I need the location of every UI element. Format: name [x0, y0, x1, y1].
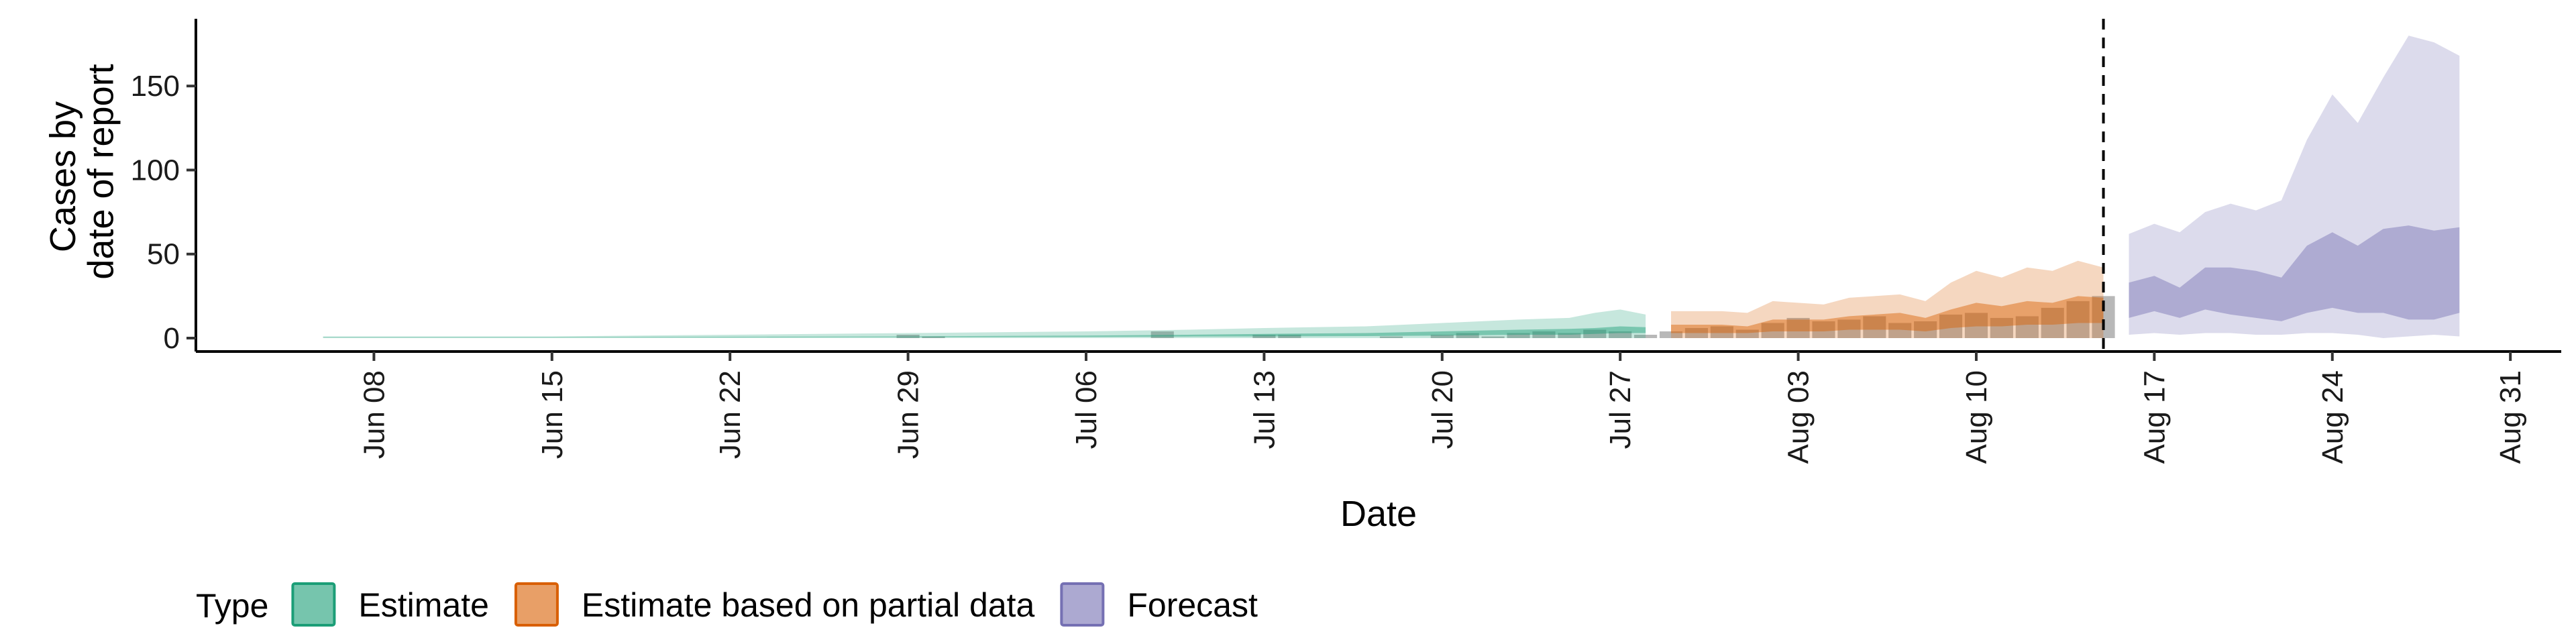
y-tick-label: 100: [131, 154, 180, 186]
case-bar: [1481, 336, 1505, 338]
y-tick-label: 0: [164, 322, 180, 355]
case-bar: [1634, 334, 1658, 338]
case-bar: [1532, 331, 1556, 338]
case-bar: [1939, 314, 1963, 338]
x-tick-label: Aug 24: [2316, 370, 2349, 464]
case-bar: [1786, 317, 1810, 338]
case-bar: [1558, 333, 1581, 338]
case-bar: [1964, 313, 1988, 338]
legend: Type Estimate Estimate based on partial d…: [196, 582, 1258, 627]
band-90: [1671, 260, 2104, 338]
legend-label-2: Estimate based on partial data: [582, 586, 1035, 624]
case-bar: [1456, 333, 1479, 338]
y-axis-ticks: 0 50 100 150: [131, 70, 196, 355]
band-series-2: [1671, 260, 2104, 338]
case-bar: [1888, 323, 1912, 338]
case-bar: [1710, 326, 1733, 338]
case-bar: [896, 334, 920, 338]
y-axis-title: Cases by date of report: [43, 64, 121, 279]
case-bar: [1379, 336, 1403, 338]
case-bar: [1609, 331, 1632, 338]
x-tick-label: Jun 29: [892, 370, 925, 459]
y-tick-label: 150: [131, 70, 180, 103]
y-axis-title-line-2: date of report: [81, 64, 121, 279]
case-bar: [2015, 316, 2039, 338]
case-bar: [1583, 329, 1607, 338]
x-tick-label: Jun 15: [536, 370, 569, 459]
x-tick-label: Jun 08: [358, 370, 390, 459]
band-50: [1671, 296, 2104, 333]
case-bar: [2066, 301, 2090, 338]
x-tick-label: Aug 31: [2494, 370, 2527, 464]
case-bar: [1812, 321, 1835, 338]
case-bar: [1863, 316, 1886, 338]
credible-interval-bands: [323, 36, 2460, 338]
legend-swatch-1: [291, 582, 336, 627]
band-series-1: [323, 309, 1646, 338]
legend-title: Type: [196, 587, 268, 625]
observed-cases-bars: [896, 296, 2115, 338]
case-bar: [1914, 321, 1937, 338]
legend-swatch-2: [514, 582, 559, 627]
case-bar: [1252, 334, 1276, 338]
x-tick-label: Jul 13: [1248, 370, 1281, 449]
case-bar: [1150, 331, 1174, 338]
band-90: [323, 309, 1646, 338]
case-bar: [1659, 331, 1683, 338]
band-50: [2129, 225, 2460, 321]
case-bar: [1990, 317, 2013, 338]
case-bar: [1735, 329, 1759, 338]
case-bar: [1837, 319, 1861, 338]
legend-label-3: Forecast: [1127, 586, 1258, 624]
band-series-3: [2129, 36, 2460, 338]
y-axis-title-line-1: Cases by: [43, 101, 83, 252]
legend-swatch-3: [1060, 582, 1105, 627]
x-axis-title: Date: [1340, 494, 1417, 534]
case-bar: [1507, 333, 1530, 338]
x-tick-label: Aug 10: [1960, 370, 1993, 464]
x-tick-label: Jul 20: [1426, 370, 1459, 449]
case-bar: [1430, 334, 1454, 338]
x-axis-ticks: Jun 08 Jun 15 Jun 22 Jun 29 Jul 06 Jul 13 Jul …: [358, 352, 2527, 464]
x-tick-label: Jul 06: [1070, 370, 1103, 449]
y-tick-label: 50: [147, 238, 180, 271]
x-tick-label: Aug 17: [2138, 370, 2171, 464]
x-tick-label: Aug 03: [1782, 370, 1815, 464]
case-bar: [1761, 323, 1784, 338]
legend-label-1: Estimate: [358, 586, 489, 624]
case-bar: [1278, 334, 1301, 338]
case-bar: [922, 336, 945, 338]
axes: 0 50 100 150 Jun 08 Jun 15 Jun 22 Jun 29 Jul 06…: [131, 19, 2561, 464]
band-90: [2129, 36, 2460, 338]
case-bar: [1684, 327, 1708, 338]
x-tick-label: Jul 27: [1604, 370, 1637, 449]
band-50: [323, 326, 1646, 338]
case-bar: [2041, 307, 2064, 338]
x-tick-label: Jun 22: [714, 370, 747, 459]
